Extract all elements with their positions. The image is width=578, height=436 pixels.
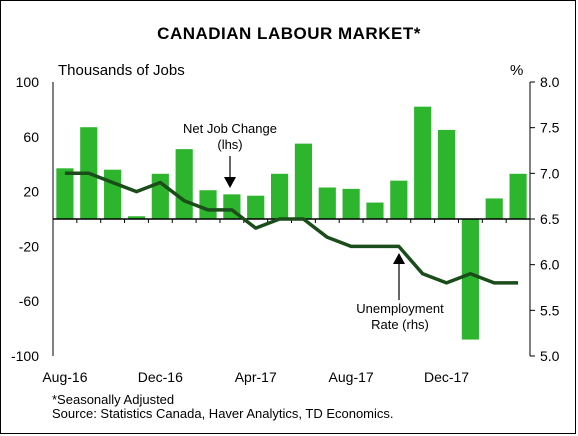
left-tick-label: 100 bbox=[16, 74, 40, 90]
bar-Dec-17 bbox=[437, 129, 456, 219]
bar-May-17 bbox=[270, 173, 289, 219]
left-axis-label: Thousands of Jobs bbox=[58, 62, 185, 79]
bar-Feb-17 bbox=[199, 190, 217, 219]
chart-title: CANADIAN LABOUR MARKET* bbox=[157, 24, 421, 43]
left-tick-label: -60 bbox=[19, 293, 39, 309]
bar-Jun-17 bbox=[294, 143, 313, 219]
right-tick-label: 5.0 bbox=[540, 348, 560, 364]
left-tick-label: 60 bbox=[23, 129, 39, 145]
annotation-unemployment: Unemployment bbox=[356, 301, 444, 316]
x-tick-label: Apr-17 bbox=[235, 369, 277, 385]
left-tick-label: -20 bbox=[19, 238, 39, 254]
bar-Sep-17 bbox=[366, 202, 384, 219]
x-tick-label: Dec-17 bbox=[424, 369, 469, 385]
annotation-net-job-change-lhs: (lhs) bbox=[217, 137, 242, 152]
left-tick-label: 20 bbox=[23, 184, 39, 200]
bar-Jan-17 bbox=[175, 149, 193, 219]
right-tick-label: 7.5 bbox=[540, 120, 560, 136]
footnote-source: Source: Statistics Canada, Haver Analyti… bbox=[52, 406, 394, 421]
bar-Oct-17 bbox=[390, 180, 408, 219]
footnote-seasonally-adjusted: *Seasonally Adjusted bbox=[52, 392, 175, 407]
bar-Dec-16 bbox=[151, 173, 169, 219]
bar-Jul-17 bbox=[318, 187, 336, 219]
bar-Mar-18 bbox=[509, 173, 527, 219]
right-tick-label: 5.5 bbox=[540, 302, 560, 318]
x-tick-label: Aug-17 bbox=[329, 369, 374, 385]
bar-Jan-18 bbox=[461, 219, 479, 340]
right-tick-label: 6.5 bbox=[540, 211, 560, 227]
arrow-head-up-icon bbox=[393, 253, 405, 264]
bar-Feb-18 bbox=[485, 198, 503, 219]
left-tick-label: -100 bbox=[11, 348, 39, 364]
annotation-net-job-change: Net Job Change bbox=[183, 121, 277, 136]
x-tick-label: Dec-16 bbox=[138, 369, 183, 385]
series-line-unemployment-rate bbox=[64, 171, 519, 285]
annotation-unemployment-rhs: Rate (rhs) bbox=[371, 317, 429, 332]
arrow-head-down-icon bbox=[224, 177, 236, 188]
bar-Aug-16 bbox=[56, 168, 74, 219]
bar-Nov-16 bbox=[127, 216, 146, 219]
right-tick-label: 8.0 bbox=[540, 74, 560, 90]
bar-Aug-17 bbox=[342, 188, 360, 219]
right-axis-label: % bbox=[510, 62, 524, 79]
right-tick-label: 6.0 bbox=[540, 257, 560, 273]
bar-Apr-17 bbox=[247, 195, 265, 219]
right-tick-label: 7.0 bbox=[540, 165, 560, 181]
bar-Nov-17 bbox=[414, 106, 432, 219]
bar-Oct-16 bbox=[104, 169, 122, 219]
x-tick-label: Aug-16 bbox=[42, 369, 87, 385]
